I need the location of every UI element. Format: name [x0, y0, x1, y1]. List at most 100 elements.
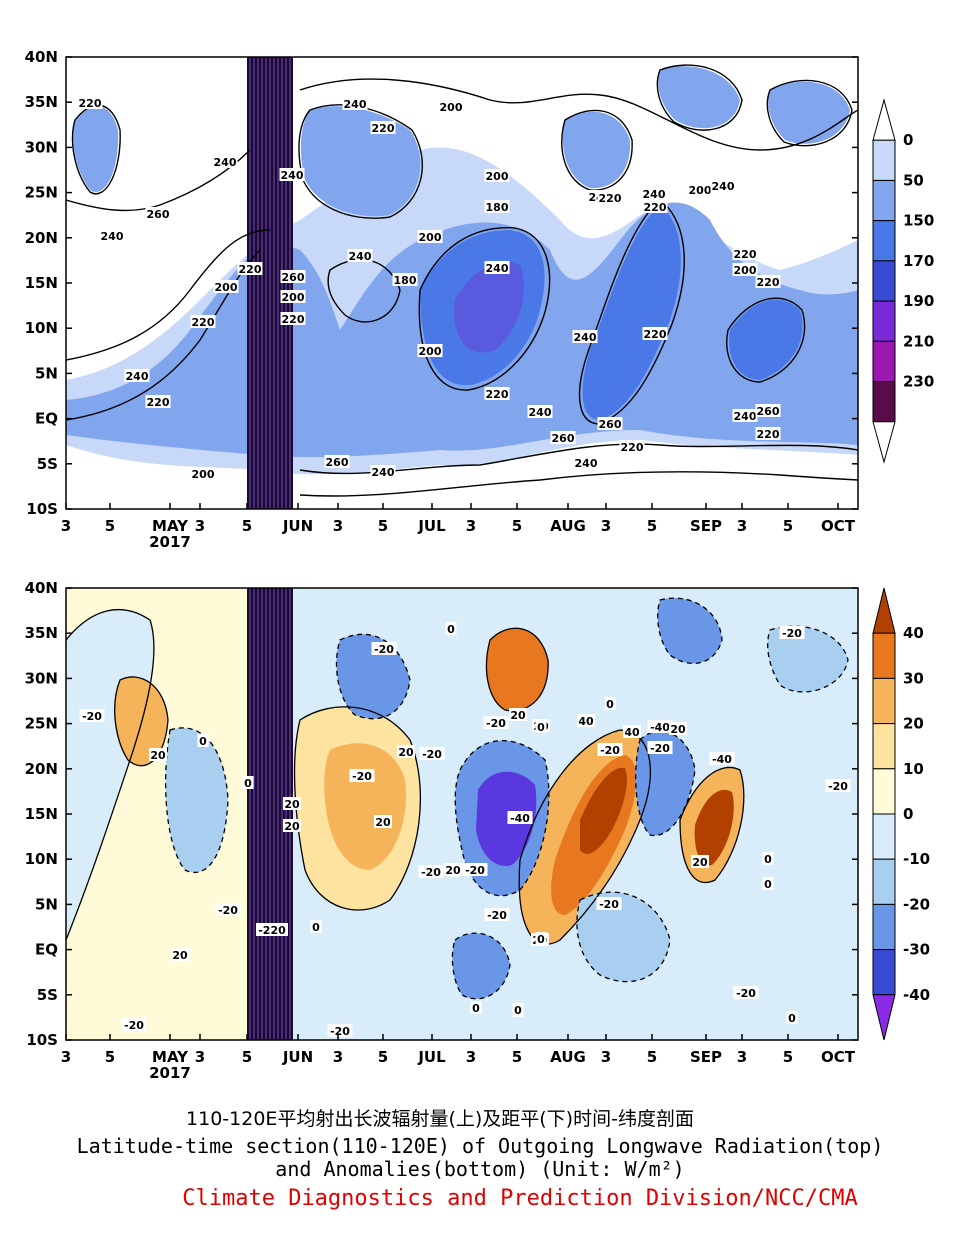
contour-label: 220	[282, 313, 305, 326]
contour-label: 40	[578, 715, 594, 728]
contour-label: 240	[214, 156, 237, 169]
x-tick-label: 3	[333, 1048, 343, 1066]
contour-label-bg	[577, 714, 595, 727]
ols-latitude-time-figure: 2202402602402202002202402202002402202002…	[25, 48, 935, 1082]
contour-label: 20	[510, 709, 526, 722]
x-tick-label: 5	[105, 517, 115, 535]
y-tick-label: 10S	[26, 1031, 58, 1049]
contour-label: 0	[312, 921, 320, 934]
contour-label: -20	[330, 1025, 350, 1038]
colorbar-swatch	[872, 677, 896, 725]
contour-label-bg	[647, 741, 673, 754]
contour-label-bg	[438, 100, 464, 113]
y-axis: 40N 35N 30N 25N 20N 15N 10N 5N EQ 5S 10S	[25, 579, 858, 1049]
contour-label-bg	[596, 897, 622, 910]
olr-contour	[726, 297, 806, 383]
olr-shade-190b	[582, 205, 681, 420]
colorbar-swatch	[872, 949, 896, 996]
y-tick-label: 15N	[25, 274, 58, 292]
olr-contour	[299, 78, 858, 151]
x-tick-label: 5	[242, 1048, 252, 1066]
olr-shade-north3	[562, 111, 631, 189]
anom-shade-neg-6	[657, 598, 722, 664]
contour-label: -20	[650, 742, 670, 755]
contour-label: 240	[575, 457, 598, 470]
anom-shade-neg-3	[576, 892, 670, 982]
contour-label: 20	[445, 864, 461, 877]
contour-label: -20	[486, 717, 506, 730]
contour-label: -20	[374, 643, 394, 656]
contour-label-bg	[484, 261, 510, 274]
contour-label-bg	[310, 920, 322, 933]
x-tick-label: 3	[737, 517, 747, 535]
contour-label: -40	[712, 753, 732, 766]
contour-label: 0	[514, 1004, 522, 1017]
colorbar-label: 150	[903, 212, 934, 230]
year-label: 2017	[149, 533, 191, 551]
contour-label-bg	[470, 1001, 482, 1014]
y-tick-label: 5S	[37, 455, 58, 473]
olr-contour	[298, 104, 424, 219]
contour-label-bg	[762, 852, 774, 865]
x-tick-label: 3	[601, 517, 611, 535]
colorbar-swatch	[872, 220, 896, 262]
contour-label-bg	[550, 431, 576, 444]
olr-shade-north4	[658, 66, 740, 129]
contour-label: 220	[734, 248, 757, 261]
olr-contour	[578, 199, 685, 425]
colorbar-label: 210	[903, 332, 934, 350]
credit-line: Climate Diagnostics and Prediction Divis…	[182, 1186, 858, 1211]
contour-label-bg	[732, 263, 758, 276]
contour-label: 200	[282, 291, 305, 304]
anom-contour-dashed	[635, 730, 696, 837]
colorbar-label: 170	[903, 252, 934, 270]
x-tick-label: 3	[333, 517, 343, 535]
y-tick-label: 15N	[25, 805, 58, 823]
contour-label: 20	[284, 798, 300, 811]
contour-label-bg	[145, 207, 171, 220]
contour-label: -20	[599, 898, 619, 911]
colorbar-swatch	[872, 260, 896, 302]
y-tick-label: 30N	[25, 669, 58, 687]
contour-label-bg	[374, 815, 392, 828]
anom-contour-dashed	[335, 633, 411, 720]
contour-label-bg	[732, 409, 758, 422]
contour-label-bg	[417, 230, 443, 243]
contour-label-bg	[484, 387, 510, 400]
y-axis: 40N 35N 30N 25N 20N 15N 10N 5N EQ 5S 10S	[25, 48, 858, 518]
x-tick-label: 5	[105, 1048, 115, 1066]
anom-shade-pos-mid2	[324, 743, 406, 870]
contour-label: 0	[606, 698, 614, 711]
contour-label-bg	[256, 923, 288, 936]
contour-label-bg	[709, 752, 735, 765]
olr-contour	[299, 471, 858, 497]
contour-label: 240	[529, 406, 552, 419]
y-tick-label: EQ	[35, 410, 58, 428]
contour-label-bg	[149, 748, 167, 761]
x-tick-label: 3	[737, 1048, 747, 1066]
contour-label-bg	[370, 121, 396, 134]
contour-label: 240	[486, 262, 509, 275]
contour-label-bg	[347, 249, 373, 262]
contour-label-bg	[641, 187, 667, 200]
contour-label: 220	[644, 328, 667, 341]
y-tick-label: 40N	[25, 48, 58, 66]
contour-label-bg	[417, 344, 443, 357]
x-tick-label: 3	[466, 1048, 476, 1066]
colorbar-label: -10	[903, 850, 930, 868]
contour-label: 260	[147, 208, 170, 221]
caption-chinese: 110-120E平均射出长波辐射量(上)及距平(下)时间-纬度剖面	[186, 1108, 694, 1130]
anom-contour-dashed	[164, 727, 229, 874]
month-label: MAY	[152, 1048, 189, 1066]
contour-label: -20	[600, 744, 620, 757]
y-tick-label: 25N	[25, 715, 58, 733]
anom-shade-pos-mid4	[694, 789, 734, 866]
contour-label: 0	[764, 878, 772, 891]
contour-label-bg	[280, 312, 306, 325]
anom-contour-dashed	[454, 740, 550, 897]
contour-label: -20	[828, 780, 848, 793]
contour-label: 20	[284, 820, 300, 833]
contour-label-bg	[79, 709, 105, 722]
colorbar-label: 30	[903, 669, 924, 687]
contour-label: 200	[734, 264, 757, 277]
